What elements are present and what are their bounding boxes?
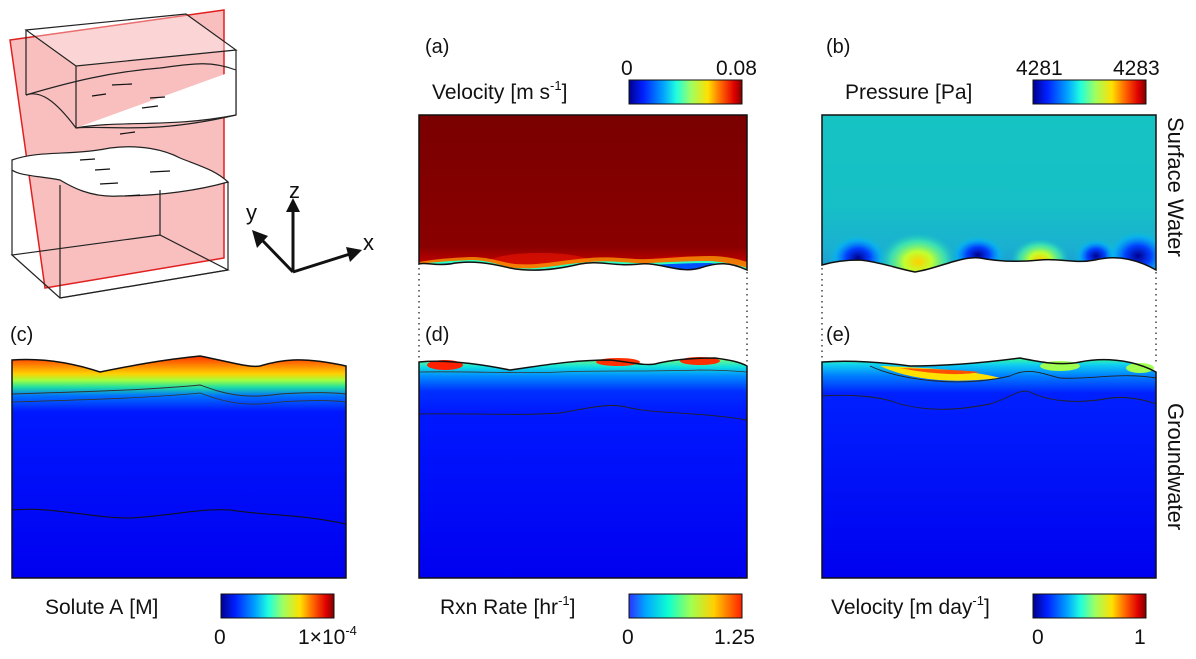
panel-d-outline	[418, 357, 748, 579]
colorbar-a-min: 0	[621, 57, 633, 80]
colorbar-b-max: 4283	[1113, 57, 1160, 80]
colorbar-c-min: 0	[214, 626, 226, 649]
colorbar-c-max: 1×10-4	[298, 623, 357, 649]
quantity-label-a: Velocity [m s-1]	[432, 78, 567, 104]
coordinate-axes	[252, 198, 362, 274]
axis-label-z: z	[289, 178, 300, 203]
panel-b-outline	[821, 114, 1157, 273]
panel-tag-c: (c)	[10, 324, 33, 346]
lower-box	[10, 146, 230, 299]
panel-b: (b) Pressure [Pa] 4281 4283	[821, 36, 1160, 273]
bedform-marks	[79, 83, 171, 197]
panel-tag-d: (d)	[425, 324, 449, 346]
colorbar-d	[628, 593, 743, 619]
quantity-label-b: Pressure [Pa]	[845, 81, 972, 104]
panel-c: (c) Solute A [M] 0 1×10-4	[10, 324, 357, 649]
colorbar-d-max: 1.25	[714, 626, 755, 649]
side-label-surface-water: Surface Water	[1163, 117, 1188, 257]
panel-d: (d) Rxn Rate [hr-1] 0 1.25	[418, 324, 755, 649]
colorbar-b	[1032, 79, 1147, 105]
colorbar-b-min: 4281	[1016, 57, 1063, 80]
schematic-3d: z y x	[9, 9, 374, 299]
connector-dotted-lines	[418, 268, 1157, 362]
axis-label-x: x	[363, 230, 374, 255]
panel-tag-b: (b)	[826, 36, 850, 58]
colorbar-c	[220, 593, 335, 619]
colorbar-a-max: 0.08	[716, 57, 757, 80]
panel-e: (e) Velocity [m day-1] 0 1	[821, 324, 1157, 649]
panel-e-outline	[821, 357, 1157, 579]
panel-c-outline	[11, 355, 347, 579]
colorbar-e	[1032, 593, 1147, 619]
upper-box	[24, 13, 238, 129]
side-label-groundwater: Groundwater	[1163, 403, 1188, 530]
colorbar-d-min: 0	[622, 626, 634, 649]
panel-a: (a) Velocity [m s-1] 0 0.08	[418, 36, 757, 272]
colorbar-e-min: 0	[1032, 626, 1044, 649]
colorbar-e-max: 1	[1134, 626, 1146, 649]
panel-a-outline	[418, 114, 748, 272]
quantity-label-e: Velocity [m day-1]	[831, 593, 990, 619]
panel-tag-e: (e)	[826, 324, 850, 346]
axis-label-y: y	[246, 200, 257, 225]
panel-tag-a: (a)	[425, 36, 449, 58]
quantity-label-c: Solute A [M]	[45, 596, 158, 619]
quantity-label-d: Rxn Rate [hr-1]	[440, 593, 575, 619]
colorbar-a	[628, 79, 743, 105]
